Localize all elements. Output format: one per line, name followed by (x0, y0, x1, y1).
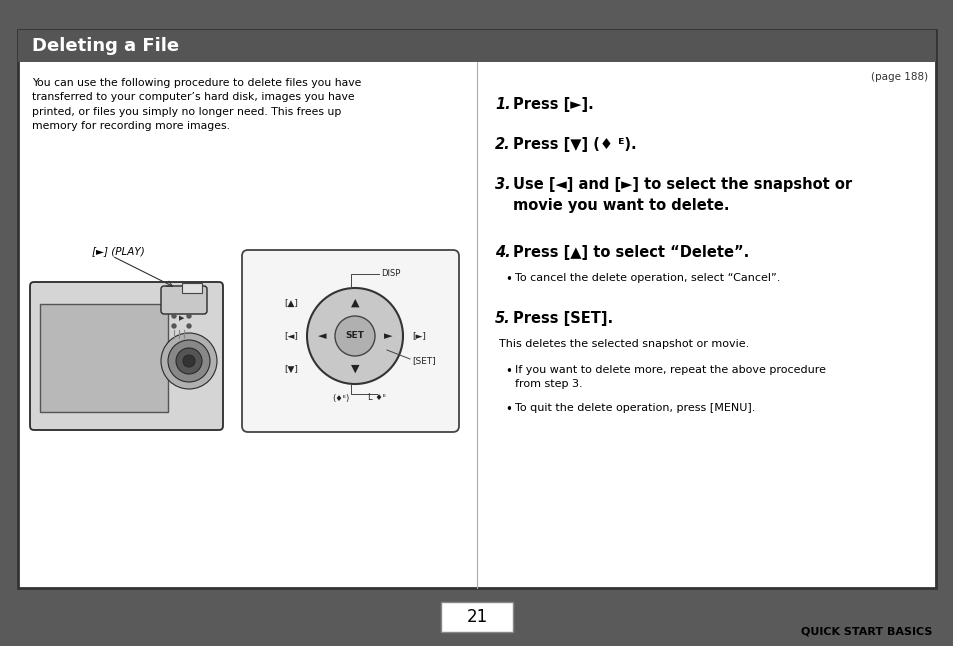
FancyBboxPatch shape (30, 282, 223, 430)
Text: ▶: ▶ (179, 315, 185, 321)
Text: Press [SET].: Press [SET]. (513, 311, 613, 326)
Text: Deleting a File: Deleting a File (32, 37, 179, 55)
Circle shape (172, 314, 175, 318)
Text: SET: SET (345, 331, 364, 340)
Text: Press [▲] to select “Delete”.: Press [▲] to select “Delete”. (513, 245, 748, 260)
Text: To cancel the delete operation, select “Cancel”.: To cancel the delete operation, select “… (515, 273, 780, 283)
Circle shape (187, 314, 191, 318)
Bar (182, 283, 202, 293)
FancyBboxPatch shape (161, 286, 207, 314)
Text: Use [◄] and [►] to select the snapshot or
movie you want to delete.: Use [◄] and [►] to select the snapshot o… (513, 177, 851, 213)
Text: [SET]: [SET] (412, 357, 436, 366)
Text: ▲: ▲ (351, 298, 359, 308)
Text: [►]: [►] (412, 331, 425, 340)
Text: [►] (PLAY): [►] (PLAY) (91, 246, 145, 256)
Circle shape (187, 324, 191, 328)
Text: [▼]: [▼] (284, 364, 297, 373)
Text: You can use the following procedure to delete files you have
transferred to your: You can use the following procedure to d… (32, 78, 361, 131)
Text: ◄: ◄ (317, 331, 326, 341)
Text: •: • (504, 273, 512, 286)
Text: 3.: 3. (495, 177, 510, 192)
Circle shape (168, 340, 210, 382)
Text: (page 188): (page 188) (870, 72, 927, 82)
Text: •: • (504, 365, 512, 378)
Text: To quit the delete operation, press [MENU].: To quit the delete operation, press [MEN… (515, 403, 755, 413)
Bar (18, 30, 935, 62)
Text: ►: ► (383, 331, 392, 341)
Text: DISP: DISP (380, 269, 400, 278)
FancyBboxPatch shape (242, 250, 458, 432)
Text: L ♦ᴱ: L ♦ᴱ (368, 393, 386, 402)
Text: Press [▼] (♦ ᴱ).: Press [▼] (♦ ᴱ). (513, 137, 636, 152)
Text: If you want to delete more, repeat the above procedure
from step 3.: If you want to delete more, repeat the a… (515, 365, 825, 389)
Circle shape (161, 333, 216, 389)
Circle shape (307, 288, 402, 384)
Text: 1.: 1. (495, 97, 510, 112)
Text: This deletes the selected snapshot or movie.: This deletes the selected snapshot or mo… (498, 339, 748, 349)
Circle shape (172, 324, 175, 328)
Text: 5.: 5. (495, 311, 510, 326)
Text: [▲]: [▲] (284, 298, 297, 307)
Text: ▼: ▼ (351, 364, 359, 374)
Bar (440, 602, 513, 632)
Text: QUICK START BASICS: QUICK START BASICS (800, 626, 931, 636)
Circle shape (183, 355, 194, 367)
Text: Press [►].: Press [►]. (513, 97, 593, 112)
Bar (40, 304, 168, 412)
Text: 2.: 2. (495, 137, 510, 152)
Circle shape (175, 348, 202, 374)
Text: •: • (504, 403, 512, 416)
Circle shape (335, 316, 375, 356)
Text: [◄]: [◄] (284, 331, 297, 340)
Text: 21: 21 (466, 608, 487, 626)
Text: (♦ᴱ): (♦ᴱ) (332, 393, 349, 402)
Bar (18, 30, 935, 588)
Text: 4.: 4. (495, 245, 510, 260)
